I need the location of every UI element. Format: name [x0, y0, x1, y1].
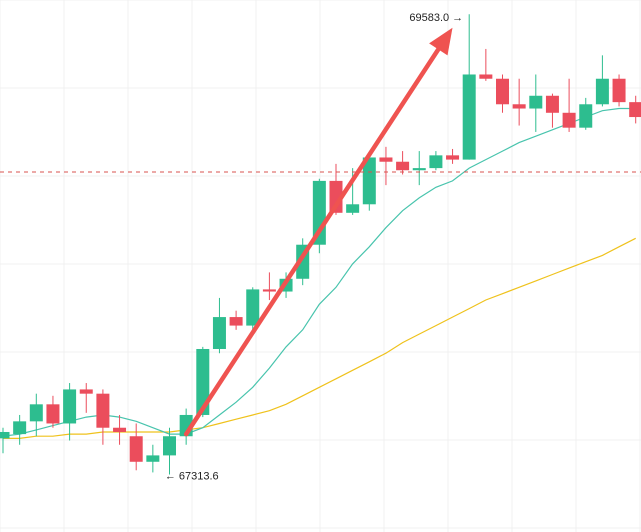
- candle-body: [79, 389, 93, 394]
- candle: [379, 146, 393, 186]
- candle-body: [362, 157, 376, 205]
- candle: [246, 287, 260, 335]
- candle: [79, 383, 93, 413]
- candle-body: [579, 104, 593, 128]
- candle: [362, 155, 376, 211]
- candle-body: [229, 317, 243, 326]
- candle-body: [146, 455, 160, 462]
- candle-body: [346, 204, 360, 213]
- annotations-layer: 69583.0 → ← 67313.6: [165, 12, 463, 482]
- candle-body: [612, 78, 626, 103]
- candle: [446, 148, 460, 164]
- candle-body: [562, 112, 576, 128]
- candle-body: [196, 348, 210, 415]
- candle: [29, 393, 43, 437]
- candle: [212, 297, 226, 354]
- candle: [429, 151, 443, 171]
- candle: [262, 272, 276, 301]
- candle-body: [512, 104, 526, 109]
- candle: [13, 414, 27, 445]
- candle-body: [29, 404, 43, 422]
- candle-body: [113, 427, 127, 432]
- candle-body: [412, 168, 426, 171]
- candle-body: [595, 78, 609, 105]
- trend-arrow-shaft: [183, 47, 441, 437]
- candle-body: [0, 431, 10, 439]
- candle: [312, 178, 326, 254]
- candle: [579, 97, 593, 130]
- candle: [129, 423, 143, 471]
- candle-body: [262, 289, 276, 292]
- price-annotation: 69583.0 →: [409, 12, 463, 24]
- candle-body: [379, 157, 393, 162]
- candle: [0, 427, 10, 454]
- candle: [462, 14, 476, 160]
- candle: [63, 383, 77, 441]
- candle: [46, 395, 60, 428]
- candle: [396, 151, 410, 175]
- candle-body: [479, 74, 493, 79]
- candle-body: [96, 393, 110, 428]
- trend-arrow: [183, 27, 453, 437]
- candle-body: [129, 436, 143, 462]
- trend-arrow-head: [429, 27, 453, 56]
- candle: [595, 55, 609, 107]
- candle-body: [629, 102, 641, 118]
- candle-body: [13, 421, 27, 435]
- candle-body: [545, 95, 559, 113]
- candle: [529, 74, 543, 132]
- ma-long-series: [3, 237, 636, 439]
- candle: [412, 151, 426, 186]
- candle-body: [396, 161, 410, 171]
- candle: [612, 74, 626, 107]
- candle: [146, 444, 160, 473]
- candle-body: [462, 74, 476, 160]
- candle: [163, 427, 176, 475]
- candle: [113, 414, 127, 445]
- candle-body: [63, 389, 77, 424]
- candle: [512, 78, 526, 126]
- candle: [629, 95, 641, 124]
- price-annotation: ← 67313.6: [165, 470, 219, 482]
- candle: [229, 310, 243, 330]
- candle-body: [46, 404, 60, 424]
- candle: [562, 78, 576, 132]
- candle-body: [496, 78, 509, 105]
- candle-body: [212, 317, 226, 349]
- candle: [479, 48, 493, 81]
- candle: [496, 74, 509, 113]
- ma-long-line: [3, 237, 636, 439]
- candle: [346, 168, 360, 215]
- candles-layer: [0, 14, 641, 475]
- candle-body: [329, 180, 343, 213]
- candle-body: [446, 155, 460, 160]
- candle-body: [246, 289, 260, 326]
- candle: [96, 389, 110, 445]
- candle-body: [529, 95, 543, 109]
- candle: [545, 93, 559, 128]
- candle-body: [163, 436, 176, 456]
- candle-body: [429, 155, 443, 169]
